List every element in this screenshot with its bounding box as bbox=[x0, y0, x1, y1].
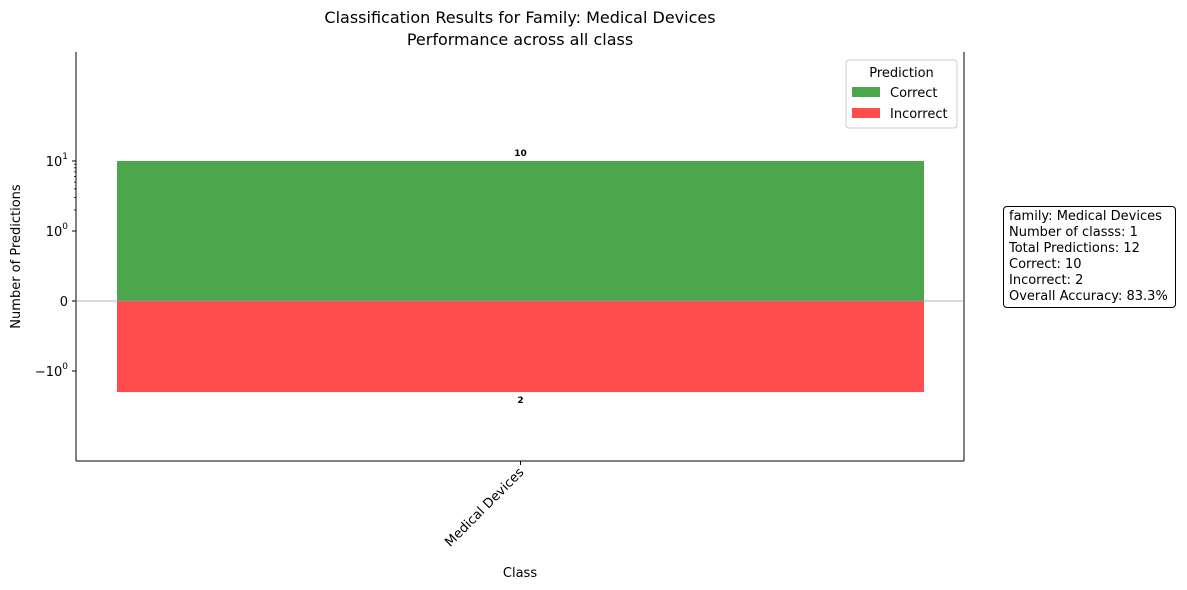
stats-box: family: Medical Devices Number of classs… bbox=[1003, 206, 1176, 308]
x-axis-label: Class bbox=[503, 566, 537, 581]
stats-line-incorrect: Incorrect: 2 bbox=[1009, 273, 1084, 288]
stats-line-correct: Correct: 10 bbox=[1009, 257, 1082, 272]
legend: Prediction Correct Incorrect bbox=[845, 59, 958, 129]
y-tick-label: 101 bbox=[46, 152, 68, 170]
bar-correct bbox=[117, 161, 924, 301]
chart-subtitle: Performance across all class bbox=[406, 30, 634, 49]
chart-title: Classification Results for Family: Medic… bbox=[324, 8, 716, 27]
stats-line-accuracy: Overall Accuracy: 83.3% bbox=[1009, 289, 1168, 304]
y-tick-label: 100 bbox=[46, 222, 69, 240]
legend-label-incorrect: Incorrect bbox=[890, 107, 948, 122]
legend-swatch-correct bbox=[852, 87, 880, 97]
stats-line-class-count: Number of classs: 1 bbox=[1009, 225, 1138, 240]
y-tick-label: −100 bbox=[35, 362, 68, 380]
y-tick-label: 0 bbox=[60, 295, 68, 310]
bar-labels: 10 2 bbox=[514, 149, 527, 406]
bar-label-incorrect: 2 bbox=[517, 396, 523, 406]
stats-line-total: Total Predictions: 12 bbox=[1009, 241, 1140, 256]
stats-line-family: family: Medical Devices bbox=[1009, 209, 1162, 224]
bars bbox=[117, 161, 924, 393]
y-ticks: 101 100 0 −100 bbox=[35, 152, 76, 380]
x-tick-label: Medical Devices bbox=[442, 465, 527, 550]
x-ticks: Medical Devices bbox=[442, 461, 527, 550]
y-axis-label: Number of Predictions bbox=[9, 184, 24, 329]
legend-label-correct: Correct bbox=[890, 86, 937, 101]
legend-title: Prediction bbox=[869, 66, 934, 81]
legend-swatch-incorrect bbox=[852, 108, 880, 118]
bar-label-correct: 10 bbox=[514, 149, 527, 159]
bar-incorrect bbox=[117, 301, 924, 393]
